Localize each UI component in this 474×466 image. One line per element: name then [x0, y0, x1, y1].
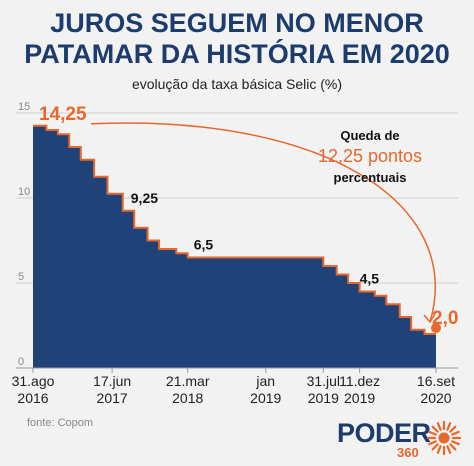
annotation-line-3: percentuais: [334, 170, 407, 185]
x-tick-label-year: 2018: [172, 390, 203, 406]
value-label: 9,25: [131, 190, 158, 206]
sun-ray: [428, 430, 437, 436]
sun-ray: [446, 445, 452, 454]
x-tick-label: jan: [255, 373, 275, 389]
value-label: 6,5: [194, 237, 214, 253]
x-tick-label: 21.mar: [166, 373, 210, 389]
sun-ray: [451, 430, 460, 436]
selic-area: [33, 125, 436, 368]
y-tick-label: 15: [18, 101, 30, 113]
x-tick-label: 11.dez: [339, 373, 380, 389]
x-tick-label-year: 2019: [344, 390, 375, 406]
x-tick-label-year: 2016: [17, 390, 48, 406]
x-tick-label-year: 2017: [97, 390, 128, 406]
x-tick-label-year: 2019: [308, 390, 339, 406]
sun-ray: [436, 445, 442, 454]
annotation-line-1: Queda de: [340, 128, 399, 143]
logo-word: PODER: [337, 418, 431, 448]
sun-ray: [449, 443, 457, 451]
title-line-2: PATAMAR DA HISTÓRIA EM 2020: [24, 39, 450, 69]
y-tick-label: 10: [18, 186, 30, 198]
value-label-start: 14,25: [39, 104, 87, 125]
y-tick-label: 5: [18, 271, 24, 283]
sun-ray: [451, 440, 460, 446]
x-tick-label: 31.jul: [307, 373, 340, 389]
x-tick-label-year: 2019: [250, 390, 281, 406]
drop-arc: [90, 122, 436, 323]
chart-subtitle: evolução da taxa básica Selic (%): [131, 76, 343, 92]
logo-number: 360: [397, 445, 419, 460]
sun-ray: [436, 422, 442, 431]
x-tick-label: 16.set: [417, 373, 455, 389]
source-note: fonte: Copom: [27, 417, 94, 429]
end-point-dot: [431, 323, 441, 333]
x-tick-label: 17.jun: [93, 373, 131, 389]
value-label-end: 2,0: [432, 308, 458, 329]
selic-step-line: [33, 124, 436, 335]
drop-arc-arrowhead: [423, 313, 436, 324]
sun-ray: [431, 443, 439, 451]
title-line-1: JUROS SEGUEM NO MENOR: [50, 8, 424, 38]
sun-ray: [431, 425, 439, 433]
x-tick-label: 31.ago: [12, 373, 55, 389]
poder360-logo: PODER 360: [337, 418, 462, 460]
annotation-line-2: 12,25 pontos: [318, 146, 422, 166]
chart-title: JUROS SEGUEM NO MENOR PATAMAR DA HISTÓRI…: [0, 8, 474, 70]
y-tick-label: 0: [18, 356, 24, 368]
sun-ray: [428, 440, 437, 446]
x-tick-label-year: 2020: [420, 390, 451, 406]
sun-ray: [446, 422, 452, 431]
sun-icon: [426, 420, 462, 456]
value-label: 4,5: [360, 271, 380, 287]
sun-ray: [449, 425, 457, 433]
